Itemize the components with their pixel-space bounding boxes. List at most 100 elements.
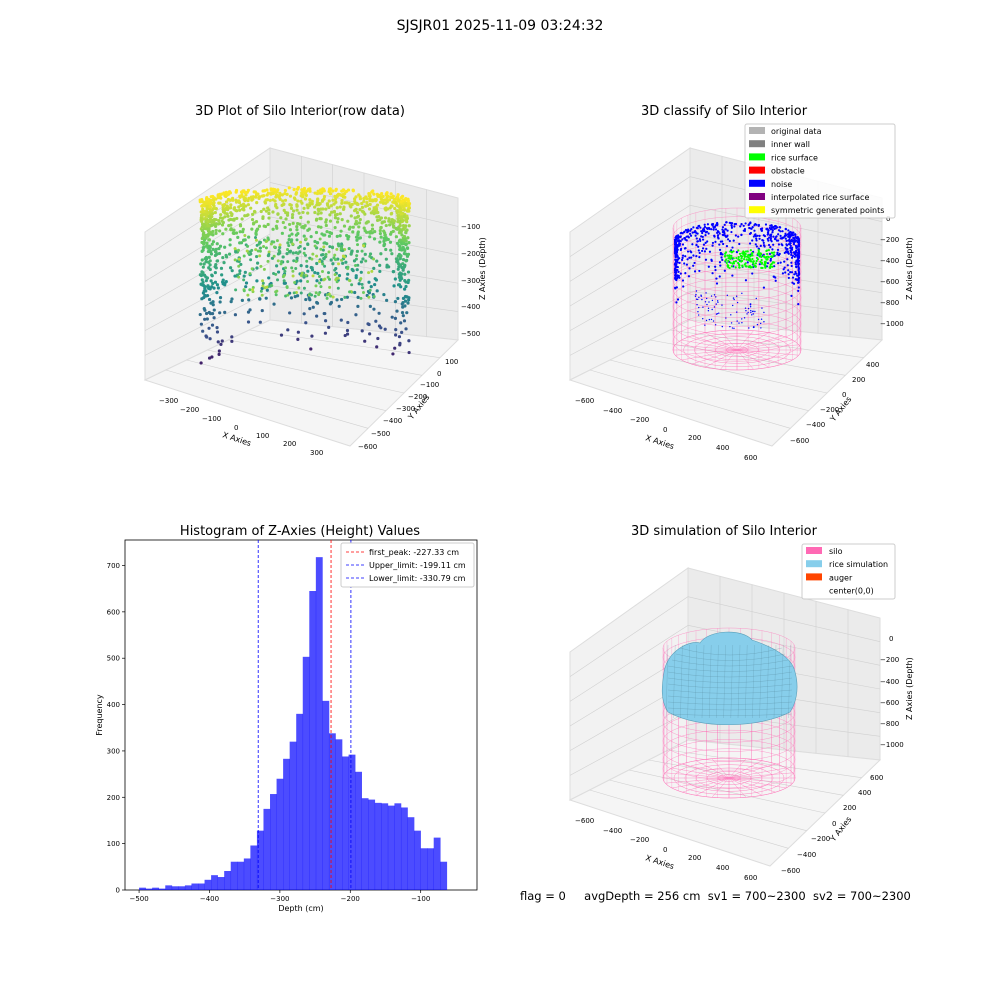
raw-point xyxy=(357,221,362,225)
noise-point xyxy=(795,266,798,269)
raw-point xyxy=(209,301,213,305)
noise-point xyxy=(757,247,761,251)
raw-point xyxy=(402,238,406,242)
raw-point xyxy=(404,197,408,201)
noise-point xyxy=(732,297,735,299)
raw-point xyxy=(202,240,206,244)
raw-point xyxy=(364,204,368,208)
raw-point xyxy=(302,234,306,238)
raw-point xyxy=(304,273,308,277)
noise-point xyxy=(797,252,801,255)
raw-point xyxy=(243,234,247,238)
raw-point xyxy=(212,286,216,290)
raw-point xyxy=(205,204,210,209)
raw-point xyxy=(292,196,297,200)
raw-ytick: −600 xyxy=(358,443,377,451)
raw-point xyxy=(221,282,225,286)
raw-point xyxy=(290,266,294,270)
raw-point xyxy=(276,270,281,274)
raw-point xyxy=(212,220,216,224)
histogram-bar xyxy=(342,756,349,890)
raw-point xyxy=(322,311,326,316)
raw-point xyxy=(287,238,291,242)
silo-floor-ring xyxy=(673,761,785,795)
raw-point xyxy=(337,262,341,266)
noise-point xyxy=(735,251,739,254)
raw-point xyxy=(202,224,206,229)
raw-point xyxy=(395,209,399,213)
noise-point xyxy=(683,231,686,234)
raw-point xyxy=(399,285,403,289)
raw-point xyxy=(242,195,246,199)
noise-point xyxy=(758,263,761,266)
noise-point xyxy=(791,231,795,234)
noise-point xyxy=(789,230,792,234)
raw-point xyxy=(267,252,271,256)
raw-point xyxy=(395,257,399,261)
raw-point xyxy=(272,245,276,249)
raw-ztick: −100 xyxy=(461,223,480,231)
silo-ring xyxy=(662,637,796,678)
raw-point xyxy=(282,202,286,206)
noise-point xyxy=(676,245,679,248)
raw-point xyxy=(336,276,340,280)
noise-point xyxy=(752,265,755,269)
raw-point xyxy=(332,202,336,206)
raw-point xyxy=(287,244,291,248)
raw-point xyxy=(404,218,408,222)
raw-point xyxy=(268,284,272,288)
noise-point xyxy=(683,236,687,240)
raw-point xyxy=(210,242,214,246)
raw-point xyxy=(396,259,400,263)
noise-point xyxy=(796,258,799,262)
raw-point xyxy=(214,228,218,233)
noise-point xyxy=(744,222,747,225)
raw-point xyxy=(274,290,278,294)
noise-point xyxy=(730,226,734,229)
raw-point xyxy=(333,273,337,277)
noise-point xyxy=(743,229,747,233)
raw-point xyxy=(207,297,212,302)
raw-point xyxy=(369,285,373,289)
raw-point xyxy=(274,204,278,208)
raw-point xyxy=(340,245,344,249)
noise-point xyxy=(789,246,792,249)
silo-floor-spoke xyxy=(665,777,730,784)
raw-point xyxy=(201,203,205,207)
raw-point xyxy=(403,279,407,283)
noise-point xyxy=(776,251,779,254)
noise-point xyxy=(797,237,800,240)
raw-point xyxy=(393,277,397,281)
noise-point xyxy=(797,252,801,256)
noise-point xyxy=(714,324,717,326)
raw-point xyxy=(336,242,340,246)
noise-point xyxy=(763,244,766,247)
raw-point xyxy=(212,308,216,312)
raw-point xyxy=(208,217,213,221)
raw-point xyxy=(328,188,332,192)
raw-point xyxy=(242,239,246,243)
noise-point xyxy=(714,224,717,227)
raw-point xyxy=(346,219,350,223)
raw-point xyxy=(379,200,383,204)
noise-point xyxy=(675,236,679,239)
raw-point xyxy=(398,215,402,219)
histogram-legend-label: Lower_limit: -330.79 cm xyxy=(369,574,466,583)
raw-point xyxy=(368,202,372,206)
raw-point xyxy=(245,190,249,194)
raw-point xyxy=(361,291,365,295)
raw-point xyxy=(328,302,333,306)
raw-point xyxy=(364,221,368,225)
raw-point xyxy=(335,276,339,280)
raw-point xyxy=(370,199,375,203)
grid-line xyxy=(269,216,459,256)
rice-surface-point xyxy=(725,258,728,261)
raw-point xyxy=(258,254,262,258)
noise-point xyxy=(695,232,698,235)
raw-point xyxy=(289,206,294,210)
noise-point xyxy=(726,229,729,232)
raw-point xyxy=(319,247,323,251)
noise-point xyxy=(790,294,793,297)
rice-surface-point xyxy=(738,264,741,267)
raw-point xyxy=(395,241,400,245)
